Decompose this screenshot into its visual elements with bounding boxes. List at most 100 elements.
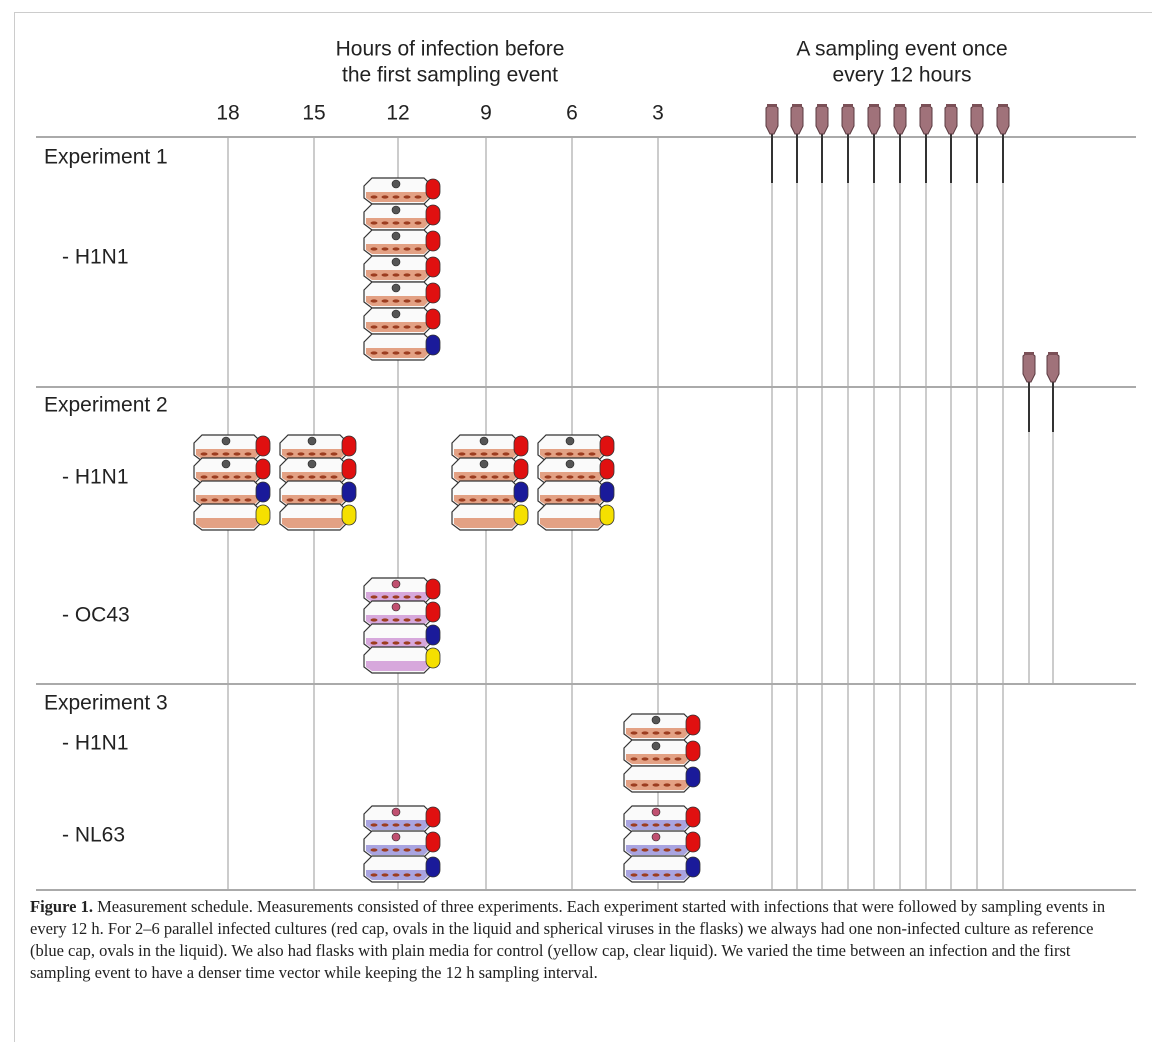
syringe-top bbox=[946, 104, 956, 107]
flask bbox=[279, 457, 357, 485]
syringe bbox=[944, 104, 958, 183]
syringe bbox=[996, 104, 1010, 183]
virus bbox=[391, 257, 401, 267]
cell bbox=[663, 731, 671, 735]
flask bbox=[623, 830, 701, 858]
flask bbox=[451, 480, 529, 508]
cell bbox=[381, 595, 389, 599]
cell bbox=[403, 325, 411, 329]
virus bbox=[391, 283, 401, 293]
virus bbox=[391, 832, 401, 842]
syringe-top bbox=[1048, 352, 1058, 355]
cell bbox=[233, 452, 241, 456]
cell bbox=[458, 475, 466, 479]
cell bbox=[641, 823, 649, 827]
cell bbox=[392, 595, 400, 599]
cell bbox=[370, 325, 378, 329]
cell bbox=[663, 823, 671, 827]
flask bbox=[363, 855, 441, 883]
cell bbox=[286, 498, 294, 502]
cell bbox=[403, 351, 411, 355]
flask-cap bbox=[685, 740, 701, 762]
flask-cap bbox=[685, 831, 701, 853]
cell bbox=[370, 618, 378, 622]
cell bbox=[403, 595, 411, 599]
virus bbox=[307, 459, 317, 469]
flask-cap bbox=[425, 647, 441, 669]
flask-cap bbox=[599, 458, 615, 480]
flask-cap bbox=[341, 481, 357, 503]
flask bbox=[623, 805, 701, 833]
syringe-body bbox=[1022, 352, 1036, 383]
cell bbox=[555, 452, 563, 456]
cell bbox=[652, 783, 660, 787]
virus bbox=[565, 459, 575, 469]
flask-liquid bbox=[366, 661, 428, 671]
infection-title: the first sampling event bbox=[342, 64, 558, 87]
cell bbox=[630, 731, 638, 735]
cell bbox=[414, 221, 422, 225]
syringe-top bbox=[767, 104, 777, 107]
cell bbox=[674, 873, 682, 877]
cell bbox=[566, 475, 574, 479]
flask-cap bbox=[255, 458, 271, 480]
cell bbox=[630, 823, 638, 827]
cell bbox=[630, 783, 638, 787]
syringe-top bbox=[792, 104, 802, 107]
flask-cap bbox=[425, 282, 441, 304]
cell bbox=[641, 848, 649, 852]
syringe-body bbox=[996, 104, 1010, 135]
virus bbox=[391, 602, 401, 612]
cell bbox=[308, 452, 316, 456]
flask bbox=[193, 503, 271, 531]
cell bbox=[588, 452, 596, 456]
cell bbox=[392, 195, 400, 199]
syringe-top bbox=[1024, 352, 1034, 355]
cell bbox=[652, 823, 660, 827]
cell bbox=[381, 325, 389, 329]
cell bbox=[652, 848, 660, 852]
virus bbox=[565, 436, 575, 446]
syringe-body bbox=[765, 104, 779, 135]
flask bbox=[623, 855, 701, 883]
flask-cap bbox=[599, 504, 615, 526]
cell bbox=[381, 195, 389, 199]
cell bbox=[414, 195, 422, 199]
cell bbox=[403, 848, 411, 852]
cell bbox=[588, 498, 596, 502]
cell bbox=[544, 452, 552, 456]
cell bbox=[392, 273, 400, 277]
cell bbox=[222, 475, 230, 479]
flask bbox=[363, 805, 441, 833]
hour-label: 18 bbox=[216, 102, 239, 125]
cell bbox=[370, 848, 378, 852]
cell bbox=[244, 498, 252, 502]
cell bbox=[370, 221, 378, 225]
cell bbox=[370, 351, 378, 355]
cell bbox=[381, 618, 389, 622]
caption-label: Figure 1. bbox=[30, 897, 93, 916]
cell bbox=[577, 475, 585, 479]
cell bbox=[502, 498, 510, 502]
cell bbox=[480, 475, 488, 479]
flask-cap bbox=[599, 481, 615, 503]
flask bbox=[363, 600, 441, 628]
cell bbox=[641, 873, 649, 877]
caption-text: Measurement schedule. Measurements consi… bbox=[30, 897, 1106, 982]
syringe-top bbox=[869, 104, 879, 107]
cell bbox=[403, 873, 411, 877]
cell bbox=[211, 475, 219, 479]
flask-cap bbox=[425, 806, 441, 828]
cell bbox=[381, 351, 389, 355]
cell bbox=[297, 452, 305, 456]
cell bbox=[641, 783, 649, 787]
flask bbox=[363, 255, 441, 283]
flask bbox=[537, 503, 615, 531]
cell bbox=[233, 498, 241, 502]
flask-cap bbox=[685, 766, 701, 788]
cell bbox=[544, 498, 552, 502]
virus bbox=[391, 205, 401, 215]
cell bbox=[330, 498, 338, 502]
syringe-top bbox=[817, 104, 827, 107]
virus bbox=[391, 179, 401, 189]
